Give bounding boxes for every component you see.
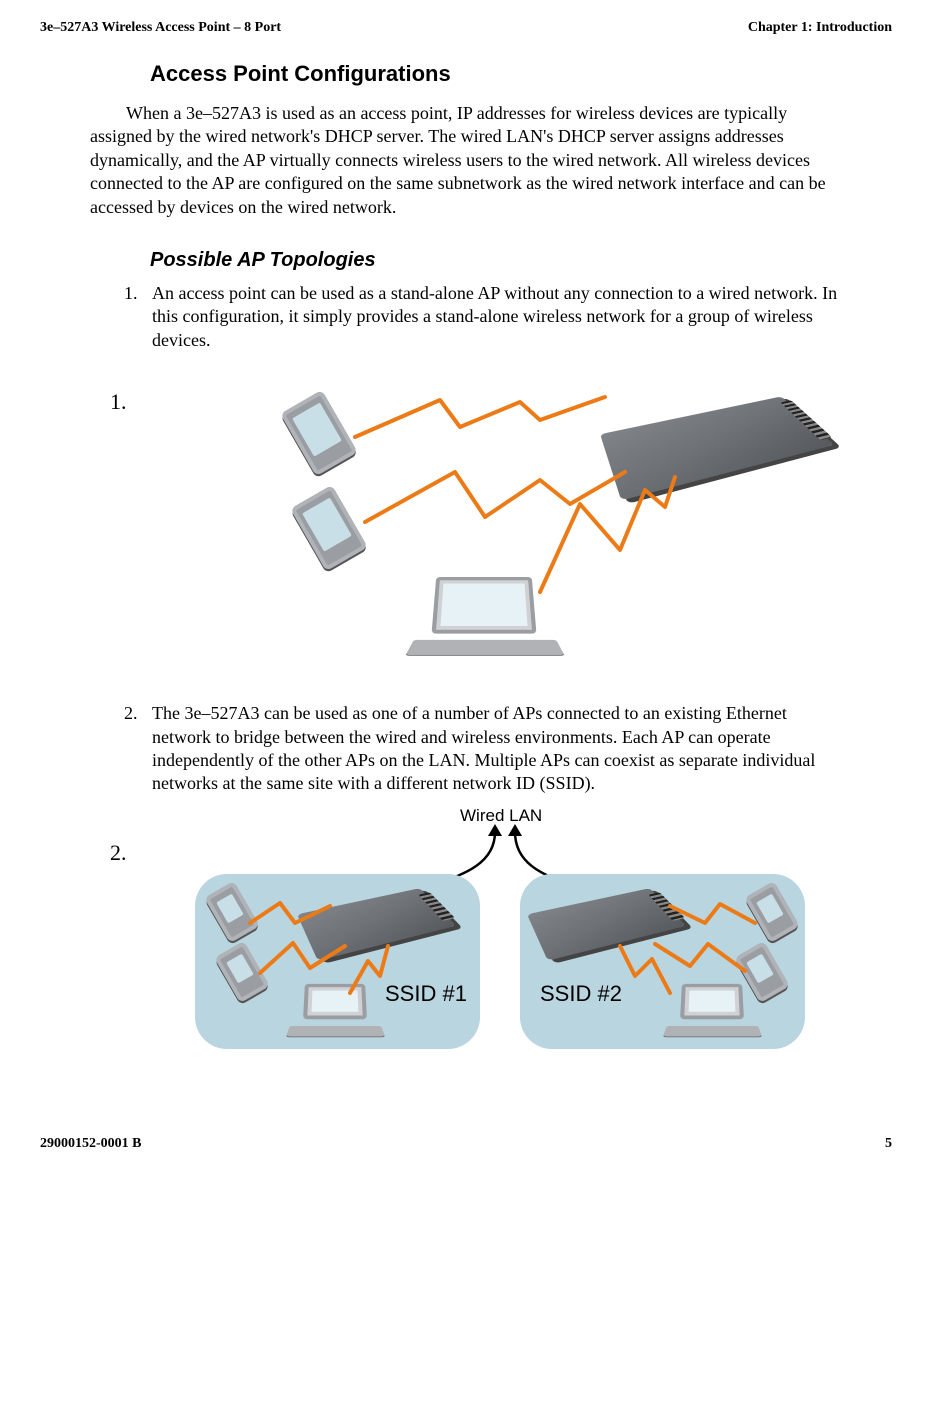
wireless-bolt-icon: [245, 898, 335, 943]
footer-right: 5: [885, 1136, 892, 1152]
subsection-title: Possible AP Topologies: [150, 249, 892, 272]
wireless-bolt-icon: [255, 938, 350, 988]
diagram-1: 1.: [110, 377, 842, 677]
list-item: An access point can be used as a stand-a…: [142, 282, 842, 352]
header-left: 3e–527A3 Wireless Access Point – 8 Port: [40, 20, 281, 36]
intro-paragraph: When a 3e–527A3 is used as an access poi…: [90, 102, 842, 219]
footer-left: 29000152-0001 B: [40, 1136, 142, 1152]
diagram-2-label: 2.: [110, 840, 127, 866]
header-right: Chapter 1: Introduction: [748, 20, 892, 36]
ssid-2-label: SSID #2: [540, 981, 622, 1007]
wired-lan-label: Wired LAN: [460, 806, 542, 826]
topology-list: The 3e–527A3 can be used as one of a num…: [110, 702, 842, 796]
diagram-1-label: 1.: [110, 389, 127, 415]
wireless-bolt-icon: [525, 472, 685, 602]
wireless-bolt-icon: [345, 392, 615, 472]
list-item: The 3e–527A3 can be used as one of a num…: [142, 702, 842, 796]
section-title: Access Point Configurations: [150, 61, 892, 87]
ssid-1-label: SSID #1: [385, 981, 467, 1007]
page-header: 3e–527A3 Wireless Access Point – 8 Port …: [40, 20, 892, 36]
topology-list: An access point can be used as a stand-a…: [110, 282, 842, 352]
page-footer: 29000152-0001 B 5: [40, 1136, 892, 1152]
diagram-2: 2. Wired LAN SSID #1 SSID #2: [110, 806, 842, 1086]
